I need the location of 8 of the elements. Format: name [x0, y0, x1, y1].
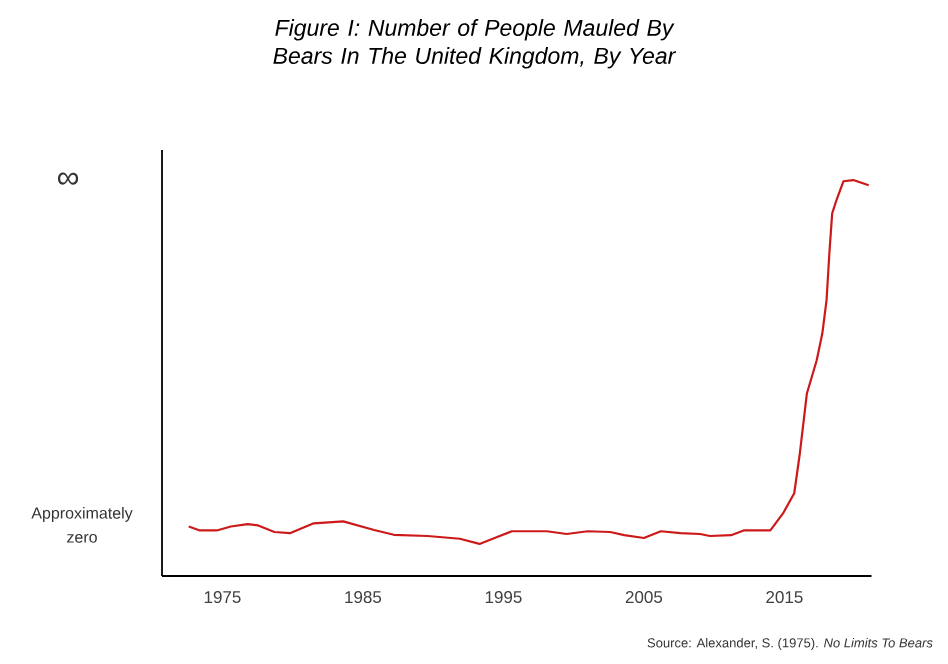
x-tick-label: 2015 — [766, 591, 803, 604]
x-tick-label: 2005 — [625, 591, 663, 604]
x-tick-label: 1995 — [485, 591, 522, 604]
x-tick-label: 1985 — [345, 591, 382, 604]
x-tick-label: 1975 — [204, 591, 241, 604]
text: ∞ — [57, 172, 79, 185]
text: Approximately zero — [31, 506, 133, 543]
chart-title: Figure I: Number of People Mauled By Bears In The United Kingdom, By Year — [273, 19, 677, 69]
